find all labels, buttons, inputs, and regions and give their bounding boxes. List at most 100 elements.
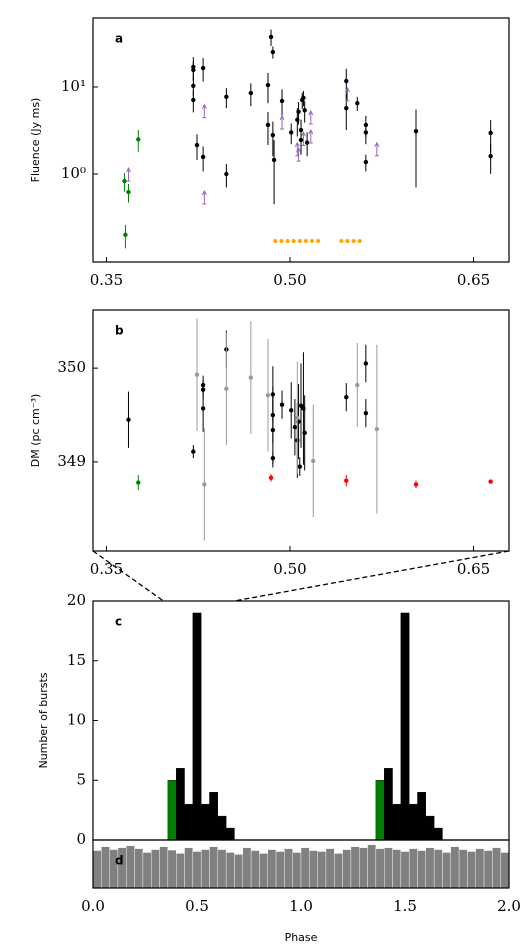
point [289,130,294,135]
point [202,482,207,487]
bar [475,848,485,889]
y-tick-label: 10 [67,711,86,729]
point [273,238,278,243]
y-tick-label: 5 [76,770,86,788]
bar [400,851,410,889]
point [355,382,360,388]
point [357,238,362,243]
point [224,386,229,391]
point [303,238,308,243]
bar [284,848,293,889]
upper-limit [308,109,314,125]
bar [142,852,152,889]
axes-frame [92,17,510,263]
point [123,232,128,238]
point [265,122,271,128]
bar [200,849,210,889]
bar [250,850,260,889]
point [302,430,307,436]
bar [275,851,285,889]
point [344,106,349,111]
bar [126,845,135,889]
bar [309,850,318,889]
point [302,108,307,113]
upper-limit [201,103,207,119]
y-tick-label: 350 [57,358,86,376]
point [136,480,141,485]
point [355,101,360,106]
bar [492,847,501,889]
point [488,154,493,159]
x-tick-label: 0.50 [273,271,306,289]
bar [417,850,427,889]
bar [384,847,393,889]
bar [467,851,476,889]
point [374,426,380,432]
point [191,83,196,89]
point [363,130,369,135]
point [344,395,349,400]
bar [167,780,177,841]
bar [159,846,169,889]
point [268,34,274,40]
point [200,65,206,71]
panel-label: d [115,854,124,868]
x-tick-label: 1.0 [289,897,313,915]
point [363,361,369,366]
bar [300,847,310,889]
bar [175,853,185,889]
point [295,415,300,421]
x-tick-label: 0.5 [185,897,209,915]
point [304,140,310,145]
point [191,97,196,103]
bar [433,849,443,889]
bar [192,851,202,889]
point [191,449,196,454]
point [122,178,127,184]
axes-frame [92,600,510,841]
upper-limit [374,141,380,157]
bar [259,853,268,889]
point [285,238,290,243]
bar [209,846,218,889]
point [194,142,200,148]
bar [400,612,410,841]
point [291,238,296,243]
point [363,159,369,165]
upper-limit [279,114,285,130]
point [270,49,276,55]
bar [408,848,418,889]
point [345,238,350,243]
bar [317,851,327,889]
panel: 349 350 0.35 0.50 0.65 b DM (pc cm⁻³) [29,309,510,578]
bar [92,850,102,889]
y-tick-label: 349 [57,452,86,470]
point [339,238,344,243]
panel: 0 5 10 15 20 c Number of bursts [37,591,510,848]
x-tick-label: 0.65 [457,560,490,578]
point [268,475,274,481]
bar [184,847,194,889]
bar [359,847,368,889]
panel: 10⁰ 10¹ 0.35 0.50 0.65 a Fluence (Jy ms) [29,17,510,289]
panel-label: a [115,32,123,46]
point [488,130,493,136]
zoom-line [234,550,510,602]
panel: 0.0 0.5 1.0 1.5 2.0 d Phase [81,839,521,944]
plot-area [126,318,493,541]
upper-limit [300,131,306,146]
bar [292,852,302,889]
bar [134,848,144,889]
point [248,375,254,380]
point [311,458,316,464]
y-tick-label: 0 [76,830,86,848]
y-tick-label: 10⁰ [61,164,86,182]
point [351,238,356,243]
bar [217,849,227,889]
bar [175,768,185,841]
bar [225,827,235,841]
point [279,98,285,104]
y-axis-label: DM (pc cm⁻³) [29,394,42,468]
upper-limit [126,167,131,182]
